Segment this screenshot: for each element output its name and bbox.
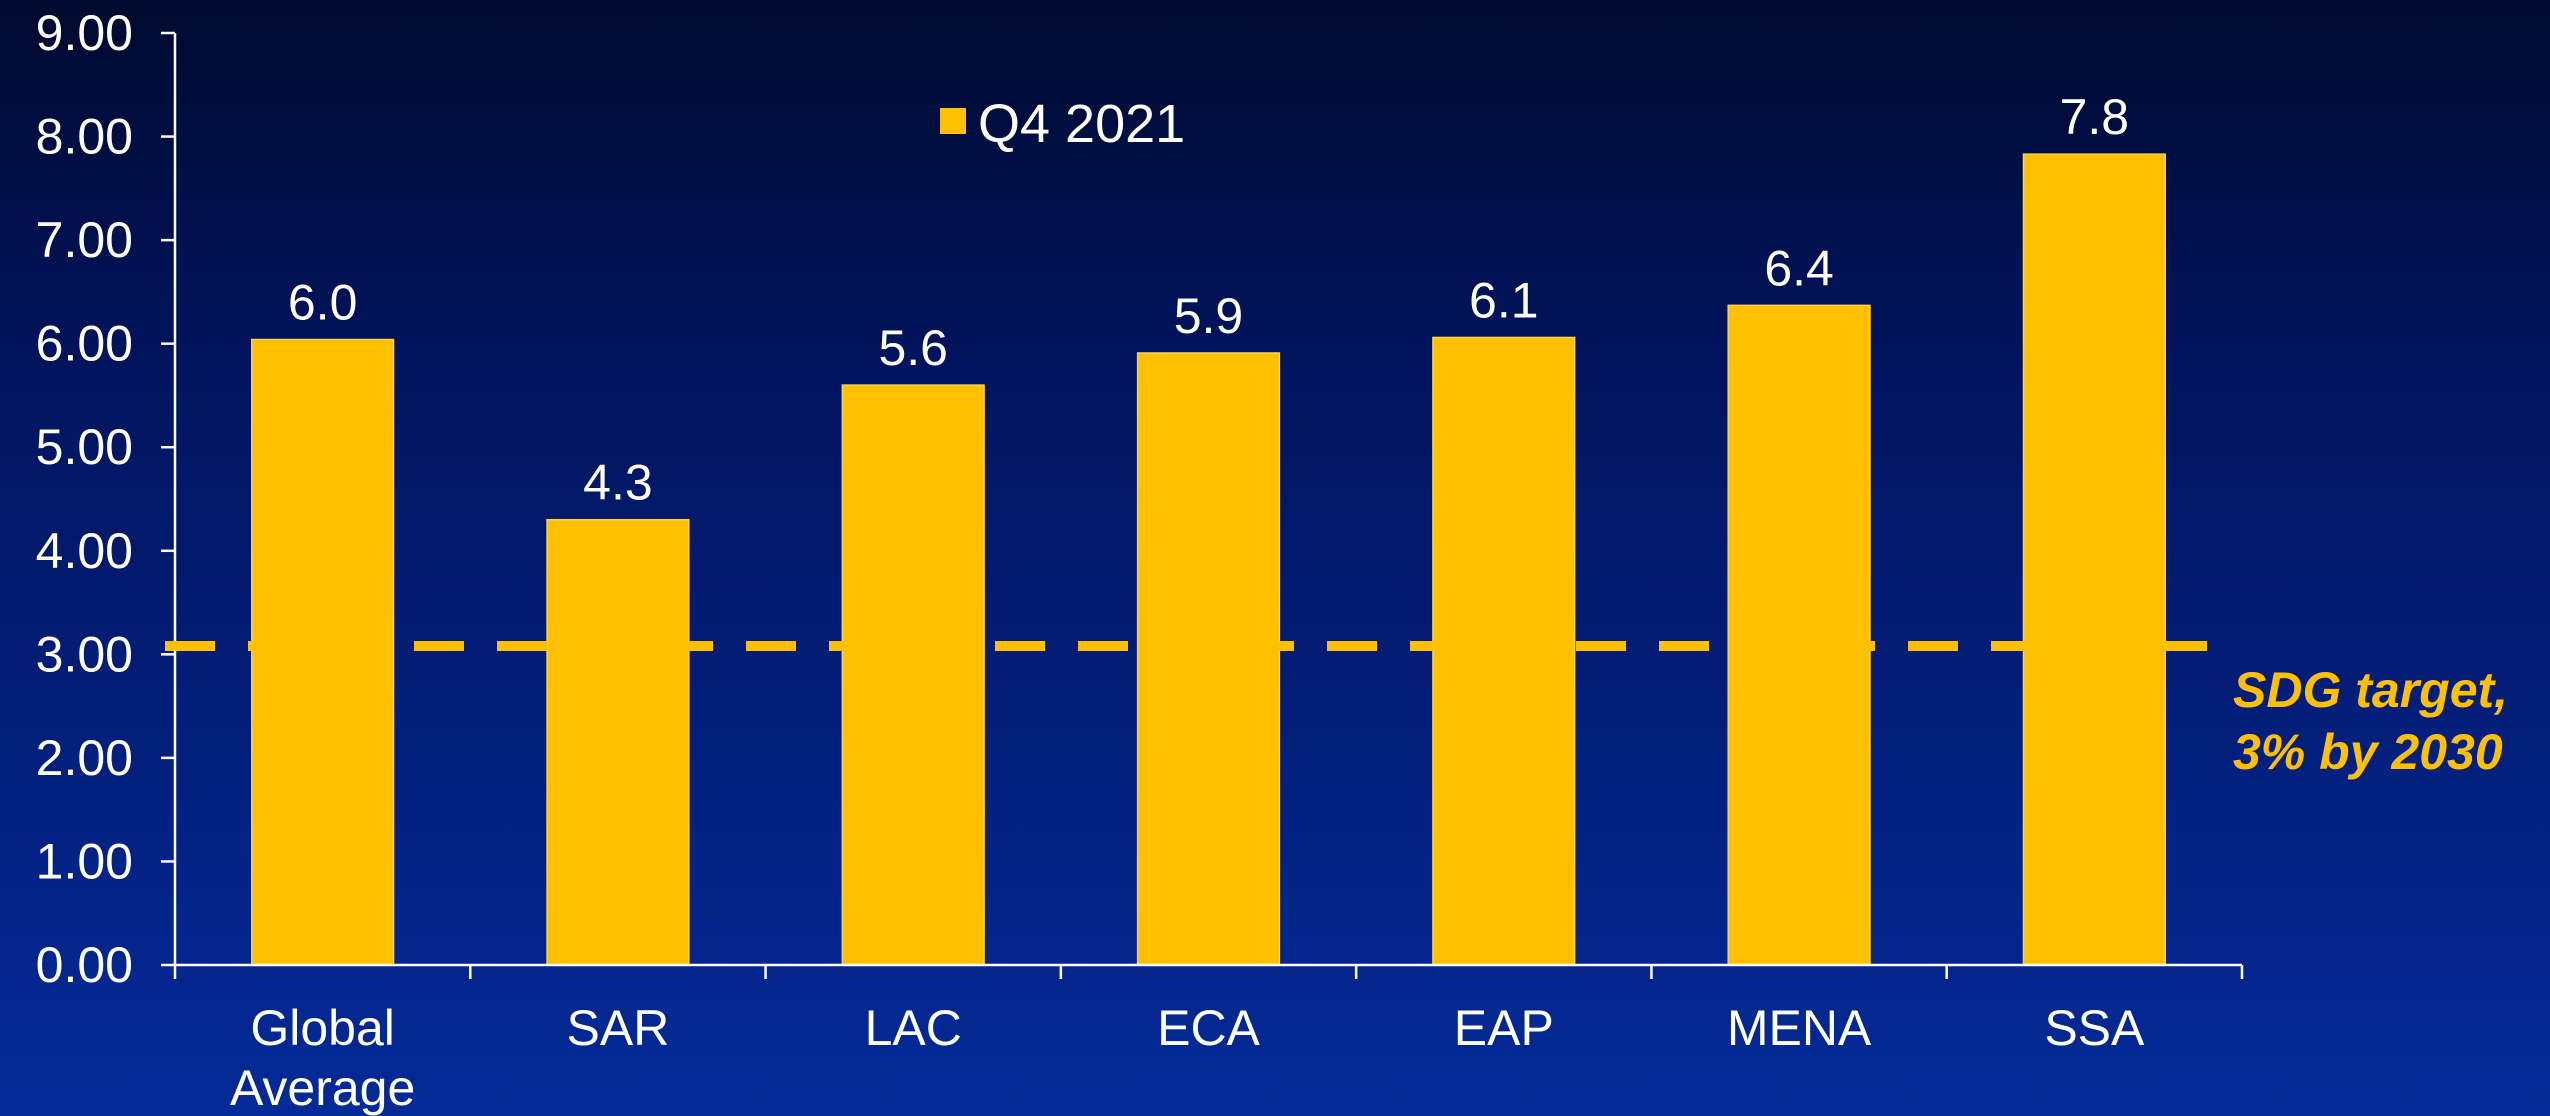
bar — [546, 518, 690, 966]
y-tick-label: 2.00 — [36, 730, 133, 786]
data-label: 6.0 — [288, 275, 358, 331]
y-tick-label: 7.00 — [36, 212, 133, 268]
data-label: 7.8 — [2060, 89, 2130, 145]
bar — [1136, 352, 1281, 966]
y-axis: 0.00 1.00 2.00 3.00 4.00 5.00 6.00 7.00 8.00 9.00 — [36, 5, 177, 993]
data-label: 6.1 — [1469, 272, 1539, 328]
legend: Q4 2021 — [940, 94, 1185, 154]
bar — [251, 338, 395, 966]
x-tick-label: MENA — [1727, 1000, 1872, 1056]
x-tick-label: Global Average — [230, 1000, 415, 1116]
bar — [1432, 336, 1576, 966]
y-tick-label: 9.00 — [36, 5, 133, 61]
y-tick-label: 5.00 — [36, 419, 133, 475]
y-tick-label: 4.00 — [36, 523, 133, 579]
sdg-target-label: SDG target, — [2233, 662, 2508, 718]
x-tick-label: SSA — [2044, 1000, 2145, 1056]
bar — [841, 384, 985, 966]
data-label: 6.4 — [1764, 240, 1834, 296]
x-tick-label: EAP — [1454, 1000, 1554, 1056]
y-tick-label: 3.00 — [36, 626, 133, 682]
y-tick-label: 8.00 — [36, 109, 133, 165]
legend-label: Q4 2021 — [978, 94, 1185, 154]
sdg-target-label: 3% by 2030 — [2233, 724, 2503, 780]
bar — [1727, 304, 1871, 966]
data-label: 5.6 — [878, 320, 948, 376]
y-tick-label: 0.00 — [36, 937, 133, 993]
data-label: 5.9 — [1174, 288, 1244, 344]
x-axis: Global Average SAR LAC ECA EAP MENA SSA — [173, 963, 2244, 1116]
reference-line-group: SDG target, 3% by 2030 — [165, 641, 2508, 780]
x-tick-label: LAC — [865, 1000, 962, 1056]
x-tick-label: SAR — [567, 1000, 670, 1056]
bar — [2022, 153, 2166, 966]
y-tick-label: 6.00 — [36, 316, 133, 372]
x-tick-label: ECA — [1157, 1000, 1260, 1056]
legend-swatch — [940, 108, 966, 134]
data-label: 4.3 — [583, 455, 653, 511]
data-labels: 6.0 4.3 5.6 5.9 6.1 6.4 7.8 — [288, 89, 2129, 511]
y-tick-label: 1.00 — [36, 833, 133, 889]
bar-series — [251, 153, 2166, 966]
